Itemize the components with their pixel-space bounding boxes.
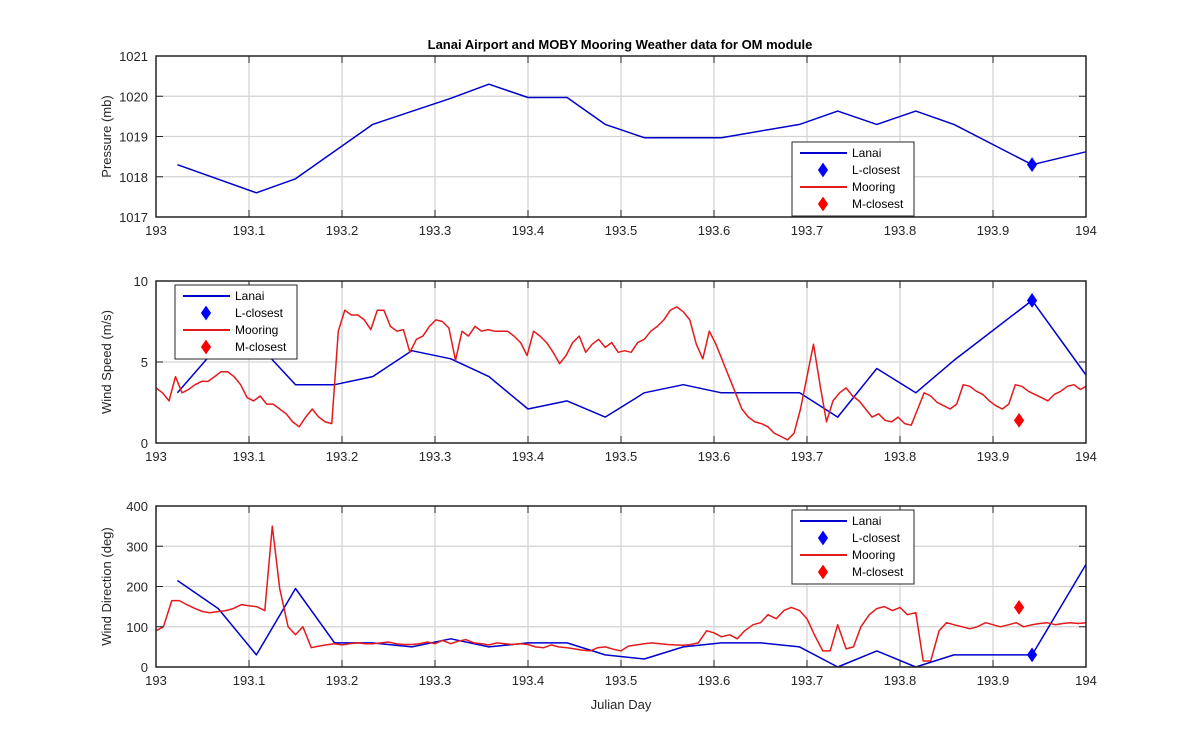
marker-m-closest bbox=[1013, 600, 1025, 615]
legend-marker-l-closest bbox=[817, 162, 829, 178]
x-tick-label: 193 bbox=[145, 449, 167, 464]
legend-marker-l-closest bbox=[817, 530, 829, 546]
x-tick-label: 194 bbox=[1075, 223, 1097, 238]
x-tick-label: 193.4 bbox=[512, 673, 545, 688]
x-tick-label: 194 bbox=[1075, 673, 1097, 688]
y-tick-label: 400 bbox=[126, 499, 148, 514]
figure-title: Lanai Airport and MOBY Mooring Weather d… bbox=[428, 37, 813, 52]
legend-label: Mooring bbox=[852, 180, 895, 194]
x-tick-label: 193.2 bbox=[326, 673, 359, 688]
legend: Lanai L-closest Mooring M-closest bbox=[791, 509, 915, 585]
legend-box bbox=[791, 509, 915, 585]
y-tick-label: 0 bbox=[141, 436, 148, 451]
legend-label: M-closest bbox=[852, 565, 904, 579]
x-tick-label: 193.1 bbox=[233, 673, 266, 688]
x-tick-label: 193.5 bbox=[605, 673, 638, 688]
legend-label: L-closest bbox=[852, 163, 901, 177]
legend-marker-m-closest bbox=[200, 339, 212, 355]
y-axis-label: Wind Speed (m/s) bbox=[99, 310, 114, 414]
x-tick-label: 193.9 bbox=[977, 223, 1010, 238]
x-tick-label: 193.8 bbox=[884, 223, 917, 238]
x-tick-label: 193.5 bbox=[605, 223, 638, 238]
x-tick-label: 193.9 bbox=[977, 449, 1010, 464]
y-tick-label: 1021 bbox=[119, 49, 148, 64]
x-tick-label: 194 bbox=[1075, 449, 1097, 464]
x-tick-label: 193.3 bbox=[419, 673, 452, 688]
x-tick-label: 193.6 bbox=[698, 449, 731, 464]
x-tick-label: 193.7 bbox=[791, 673, 824, 688]
y-tick-label: 10 bbox=[134, 274, 148, 289]
x-tick-label: 193.7 bbox=[791, 223, 824, 238]
x-tick-label: 193.2 bbox=[326, 223, 359, 238]
y-tick-label: 1019 bbox=[119, 130, 148, 145]
legend-label: Lanai bbox=[852, 146, 881, 160]
legend-label: M-closest bbox=[235, 340, 287, 354]
legend: Lanai L-closest Mooring M-closest bbox=[791, 141, 915, 217]
legend-label: Mooring bbox=[852, 548, 895, 562]
x-tick-label: 193.7 bbox=[791, 449, 824, 464]
y-tick-label: 1020 bbox=[119, 89, 148, 104]
y-tick-label: 5 bbox=[141, 355, 148, 370]
x-tick-label: 193.2 bbox=[326, 449, 359, 464]
x-tick-label: 193 bbox=[145, 223, 167, 238]
marker-l-closest bbox=[1026, 647, 1038, 663]
legend-label: Lanai bbox=[235, 289, 264, 303]
legend-label: Mooring bbox=[235, 323, 278, 337]
legend-marker-m-closest bbox=[817, 564, 829, 580]
legend-marker-m-closest bbox=[817, 196, 829, 212]
legend-box bbox=[174, 284, 298, 360]
y-tick-label: 100 bbox=[126, 620, 148, 635]
legend-marker-l-closest bbox=[200, 305, 212, 321]
x-tick-label: 193 bbox=[145, 673, 167, 688]
x-tick-label: 193.3 bbox=[419, 223, 452, 238]
y-tick-label: 200 bbox=[126, 580, 148, 595]
x-tick-label: 193.3 bbox=[419, 449, 452, 464]
legend-label: M-closest bbox=[852, 197, 904, 211]
legend-label: L-closest bbox=[235, 306, 284, 320]
series-line-mooring bbox=[155, 525, 1087, 662]
x-tick-label: 193.4 bbox=[512, 449, 545, 464]
marker-l-closest bbox=[1026, 293, 1038, 308]
legend-label: L-closest bbox=[852, 531, 901, 545]
x-tick-label: 193.6 bbox=[698, 673, 731, 688]
y-tick-label: 300 bbox=[126, 539, 148, 554]
x-tick-label: 193.5 bbox=[605, 449, 638, 464]
series-line-lanai bbox=[177, 83, 1087, 194]
x-tick-label: 193.8 bbox=[884, 449, 917, 464]
marker-m-closest bbox=[1013, 412, 1025, 428]
y-axis-label: Pressure (mb) bbox=[99, 95, 114, 177]
x-tick-label: 193.1 bbox=[233, 223, 266, 238]
subplot-2: 193 193.1 193.2 193.3 193.4 193.5 193.6 193.7 19… bbox=[99, 274, 1097, 464]
subplot-3: 193 193.1 193.2 193.3 193.4 193.5 193.6 193.7 19… bbox=[99, 499, 1097, 712]
x-tick-label: 193.6 bbox=[698, 223, 731, 238]
x-tick-label: 193.8 bbox=[884, 673, 917, 688]
subplot-1: 193 193.1 193.2 193.3 193.4 193.5 193.6 193.7 19… bbox=[99, 49, 1097, 238]
y-tick-label: 1017 bbox=[119, 210, 148, 225]
x-tick-label: 193.9 bbox=[977, 673, 1010, 688]
marker-l-closest bbox=[1026, 157, 1038, 173]
x-tick-label: 193.1 bbox=[233, 449, 266, 464]
x-axis-label: Julian Day bbox=[591, 697, 652, 712]
series-line-lanai bbox=[176, 564, 1087, 668]
x-tick-label: 193.4 bbox=[512, 223, 545, 238]
legend-box bbox=[791, 141, 915, 217]
y-tick-label: 0 bbox=[141, 660, 148, 675]
series-line-lanai bbox=[176, 299, 1087, 418]
legend: Lanai L-closest Mooring M-closest bbox=[174, 284, 298, 360]
y-axis-label: Wind Direction (deg) bbox=[99, 527, 114, 646]
series-line-mooring bbox=[155, 306, 1087, 441]
y-tick-label: 1018 bbox=[119, 170, 148, 185]
legend-label: Lanai bbox=[852, 514, 881, 528]
